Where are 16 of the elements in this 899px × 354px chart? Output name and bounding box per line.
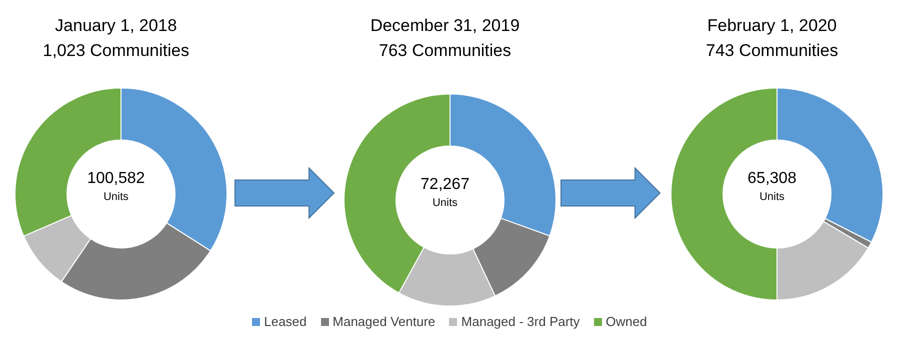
chart-title: January 1, 2018 (54, 16, 178, 36)
chart-title: February 1, 2020 (706, 16, 838, 36)
text: Units (102, 190, 130, 205)
chart-title: December 31, 2019 (369, 16, 521, 36)
legend-label: Managed Venture (332, 314, 436, 329)
chart-subtitle: 1,023 Communities (42, 41, 190, 61)
text: Units (431, 196, 459, 211)
text: 65,308 (746, 169, 798, 189)
legend-label: Managed - 3rd Party (460, 314, 580, 329)
text: Units (758, 190, 786, 205)
chart-subtitle: 743 Communities (704, 41, 840, 61)
chart-subtitle: 763 Communities (378, 41, 512, 61)
legend-label: Leased (262, 314, 307, 329)
legend-label: Owned (604, 314, 647, 329)
text: 72,267 (420, 175, 470, 195)
text: 100,582 (86, 169, 146, 189)
